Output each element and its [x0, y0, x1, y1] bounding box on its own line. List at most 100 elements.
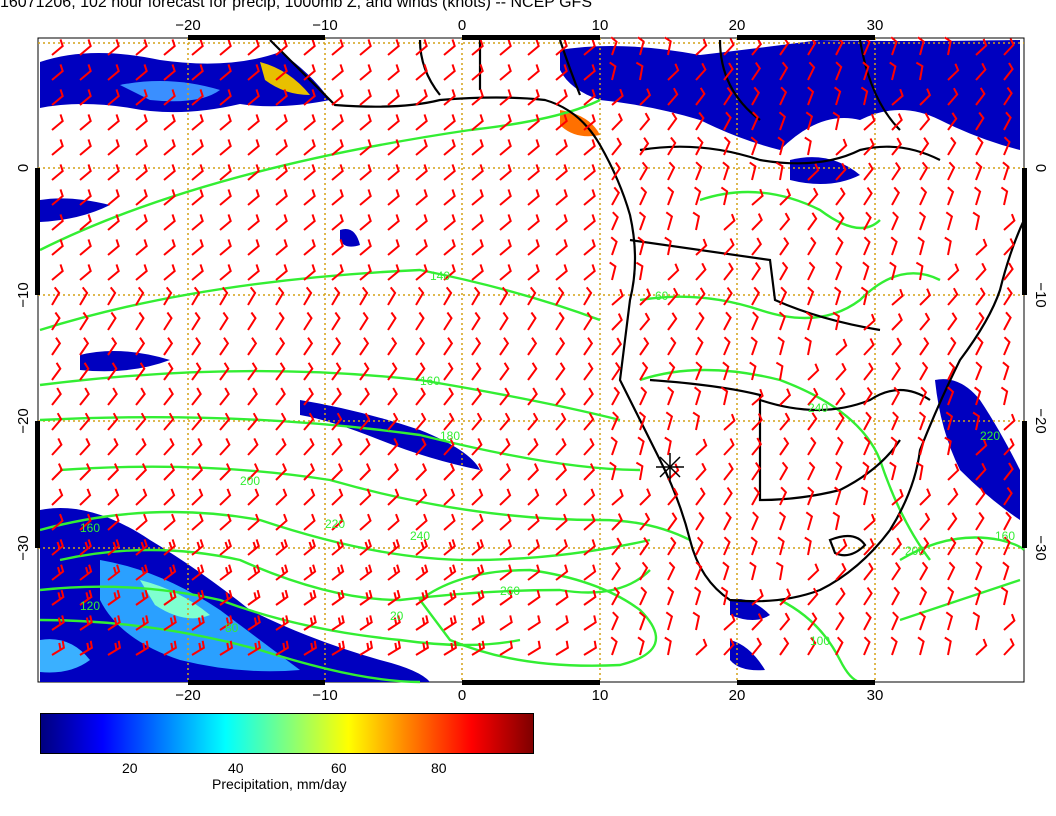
wind-barb	[835, 162, 847, 181]
wind-barb	[779, 388, 792, 406]
wind-barb	[499, 362, 510, 381]
contour-label-15: 160	[995, 529, 1015, 543]
wind-barb	[1003, 111, 1012, 131]
wind-barb	[665, 411, 674, 431]
wind-barb	[107, 239, 120, 256]
wind-barb	[107, 64, 120, 81]
wind-barb	[191, 139, 204, 156]
wind-barb	[891, 211, 899, 231]
wind-barb	[583, 286, 593, 306]
wind-barb	[639, 112, 651, 131]
wind-barb	[779, 486, 788, 506]
wind-barb	[720, 186, 729, 206]
wind-barb	[807, 61, 816, 81]
wind-barb	[387, 488, 400, 506]
wind-barb	[275, 89, 288, 106]
wind-barb	[975, 287, 986, 306]
wind-barb	[387, 39, 400, 56]
wind-barb	[387, 114, 400, 131]
wind-barb	[191, 89, 204, 106]
bottom-lon-tick-4: 20	[729, 687, 746, 704]
wind-barb	[191, 437, 203, 456]
wind-barb	[303, 311, 313, 331]
wind-barb	[863, 187, 873, 206]
wind-barb	[1003, 238, 1015, 256]
wind-barb	[749, 161, 757, 181]
wind-barb	[751, 86, 761, 106]
wind-barb	[610, 636, 618, 656]
wind-barb	[443, 39, 456, 56]
wind-barb	[807, 187, 819, 206]
wind-barb	[695, 62, 707, 81]
wind-barb	[973, 586, 982, 606]
wind-barb	[891, 537, 903, 556]
wind-barb	[751, 486, 761, 506]
wind-barb	[555, 139, 568, 156]
wind-barb	[499, 114, 512, 131]
wind-barb	[917, 236, 925, 256]
wind-barb	[163, 264, 176, 281]
wind-barb	[387, 463, 399, 481]
wind-barb	[947, 561, 956, 581]
wind-barb	[890, 236, 898, 256]
wind-barb	[835, 236, 844, 256]
wind-barb	[555, 463, 567, 481]
wind-barb	[944, 36, 952, 56]
wind-barb	[751, 213, 763, 231]
wind-barb	[635, 261, 644, 281]
wind-barb	[860, 286, 869, 306]
wind-barb	[247, 286, 257, 306]
wind-barb	[79, 311, 89, 331]
wind-barb	[303, 189, 316, 206]
wind-barb	[915, 461, 924, 481]
wind-barb	[583, 615, 597, 631]
wind-barb	[219, 640, 234, 656]
wind-barb	[947, 312, 958, 331]
wind-barb	[163, 564, 177, 581]
wind-barb	[331, 286, 341, 306]
wind-barb	[527, 189, 540, 206]
wind-barb	[947, 263, 960, 281]
wind-barb	[219, 513, 232, 531]
wind-barb	[275, 39, 288, 56]
wind-barb	[891, 137, 903, 156]
wind-barb	[387, 239, 400, 256]
wind-barb	[1003, 613, 1016, 631]
wind-barb	[779, 188, 792, 206]
wind-barb	[471, 589, 485, 606]
wind-barb	[723, 287, 733, 306]
wind-barb	[807, 636, 817, 656]
wind-barb	[247, 214, 260, 231]
wind-barb	[972, 211, 981, 231]
wind-barb	[331, 139, 344, 156]
wind-barb	[359, 640, 374, 656]
wind-barb	[863, 587, 873, 606]
wind-barb	[163, 387, 174, 406]
wind-barb	[832, 111, 841, 131]
bottom-lon-tick-1: −10	[312, 687, 337, 704]
wind-barb	[891, 562, 902, 581]
wind-barb	[555, 89, 568, 106]
wind-barb	[443, 539, 456, 556]
wind-barb	[751, 62, 762, 81]
wind-barb	[387, 89, 400, 106]
wind-barb	[609, 261, 617, 281]
wind-barb	[443, 640, 458, 656]
wind-barb	[499, 214, 512, 231]
wind-barb	[247, 640, 262, 656]
wind-barb	[51, 286, 61, 306]
wind-barb	[667, 263, 680, 281]
wind-barb	[79, 64, 92, 81]
wind-barb	[695, 136, 704, 156]
wind-barb	[79, 89, 92, 106]
wind-barb	[135, 89, 148, 106]
wind-barb	[135, 640, 150, 656]
wind-barb	[275, 189, 288, 206]
wind-barb	[835, 61, 843, 81]
wind-barb	[944, 236, 952, 256]
wind-barb	[415, 337, 426, 356]
wind-barb	[723, 87, 733, 106]
wind-barb	[807, 236, 817, 256]
wind-barb	[527, 164, 540, 181]
wind-barb	[163, 615, 177, 631]
